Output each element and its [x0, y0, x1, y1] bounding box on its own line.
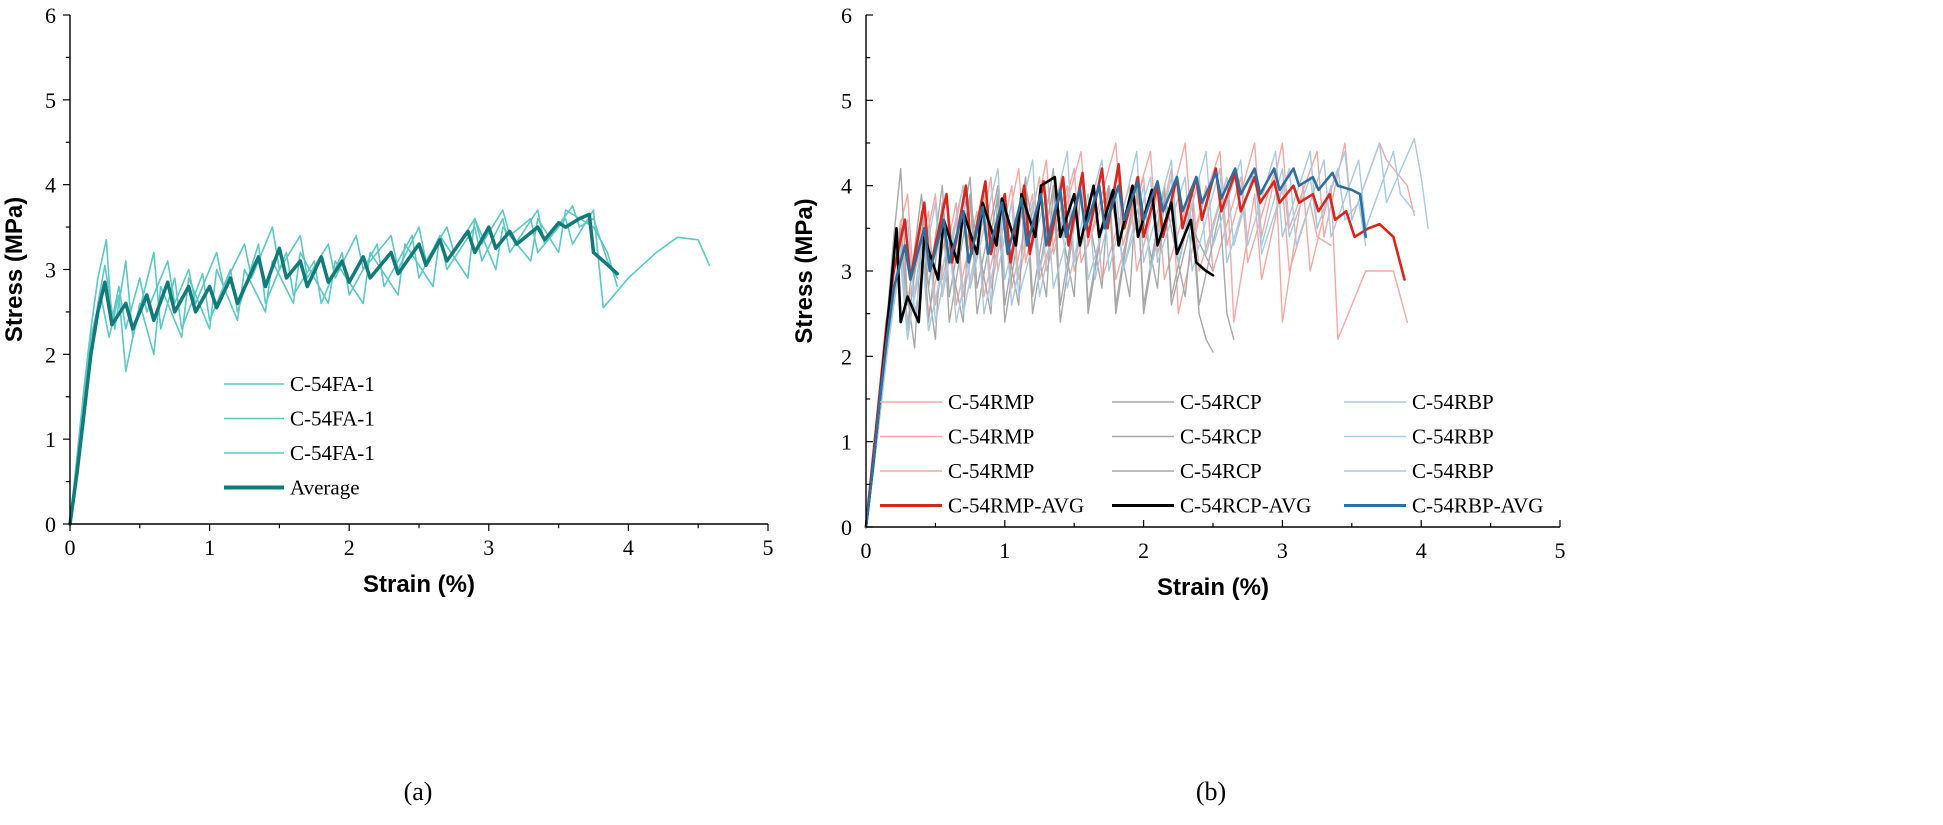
y-axis-label: Stress (MPa): [791, 198, 818, 343]
series-line-1: [69, 209, 711, 525]
x-tick-label: 5: [763, 535, 774, 560]
x-tick-label: 5: [1555, 538, 1566, 563]
x-axis-label: Strain (%): [1157, 574, 1269, 601]
legend-label: C-54RCP: [1180, 390, 1262, 414]
legend-label: C-54FA-1: [290, 372, 375, 396]
legend-label: C-54RMP: [948, 390, 1034, 414]
legend-label: C-54RBP-AVG: [1412, 494, 1543, 518]
series-line-10: [864, 163, 1406, 529]
x-axis-label: Strain (%): [363, 571, 475, 598]
legend: C-54RMP C-54RCP C-54RBP C-54RMP C-54RCP C-54R…: [880, 390, 1543, 518]
x-tick-label: 0: [65, 535, 76, 560]
y-tick-label: 0: [841, 515, 852, 540]
series-line-11: [864, 175, 1215, 529]
legend-label: C-54RBP: [1412, 425, 1494, 449]
legend-label: C-54RMP: [948, 425, 1034, 449]
y-tick-label: 5: [45, 88, 56, 113]
x-tick-label: 1: [999, 538, 1010, 563]
x-tick-label: 4: [1416, 538, 1427, 563]
legend-label: C-54RCP: [1180, 425, 1262, 449]
panel-label: (a): [404, 777, 433, 806]
y-tick-label: 3: [45, 258, 56, 283]
y-tick-label: 1: [841, 430, 852, 455]
panel-b-chart: 0 1 2 3 4 5 0 1 2 3 4 5 6 Strain (%) Stress (MPa) C-54R…: [791, 3, 1566, 806]
x-tick-label: 4: [623, 535, 634, 560]
panel-label: (b): [1196, 777, 1226, 806]
x-tick-label: 2: [344, 535, 355, 560]
y-tick-label: 5: [841, 88, 852, 113]
legend-label: C-54RMP-AVG: [948, 494, 1084, 518]
panel-a-chart: 0 1 2 3 4 5 0 1 2 3 4 5 6 Strain (%) Stress (MPa) C-54F…: [1, 3, 774, 806]
series-group: [68, 205, 711, 526]
y-axis-label: Stress (MPa): [1, 197, 28, 342]
y-tick-label: 6: [841, 3, 852, 28]
series-line-4: [68, 212, 619, 526]
series-line-2: [865, 167, 1409, 528]
y-tick-label: 1: [45, 427, 56, 452]
legend-label: C-54RCP: [1180, 459, 1262, 483]
legend-label: C-54RMP: [948, 459, 1034, 483]
series-line-12: [864, 167, 1367, 529]
x-tick-label: 2: [1138, 538, 1149, 563]
y-tick-label: 4: [45, 173, 56, 198]
legend-label: C-54RCP-AVG: [1180, 494, 1311, 518]
legend: C-54FA-1 C-54FA-1 C-54FA-1 Average: [224, 372, 375, 500]
legend-label: C-54RBP: [1412, 459, 1494, 483]
x-tick-label: 3: [1277, 538, 1288, 563]
legend-label: C-54FA-1: [290, 441, 375, 465]
x-tick-label: 1: [204, 535, 215, 560]
legend-label: C-54FA-1: [290, 407, 375, 431]
legend-label: Average: [290, 476, 360, 500]
y-tick-label: 4: [841, 174, 852, 199]
series-group: [864, 137, 1429, 529]
y-tick-label: 3: [841, 259, 852, 284]
y-tick-label: 6: [45, 3, 56, 28]
legend-label: C-54RBP: [1412, 390, 1494, 414]
y-tick-label: 2: [841, 344, 852, 369]
x-tick-label: 3: [483, 535, 494, 560]
x-tick-label: 0: [861, 538, 872, 563]
series-line-9: [865, 167, 1367, 528]
y-tick-label: 2: [45, 342, 56, 367]
y-tick-label: 0: [45, 512, 56, 537]
